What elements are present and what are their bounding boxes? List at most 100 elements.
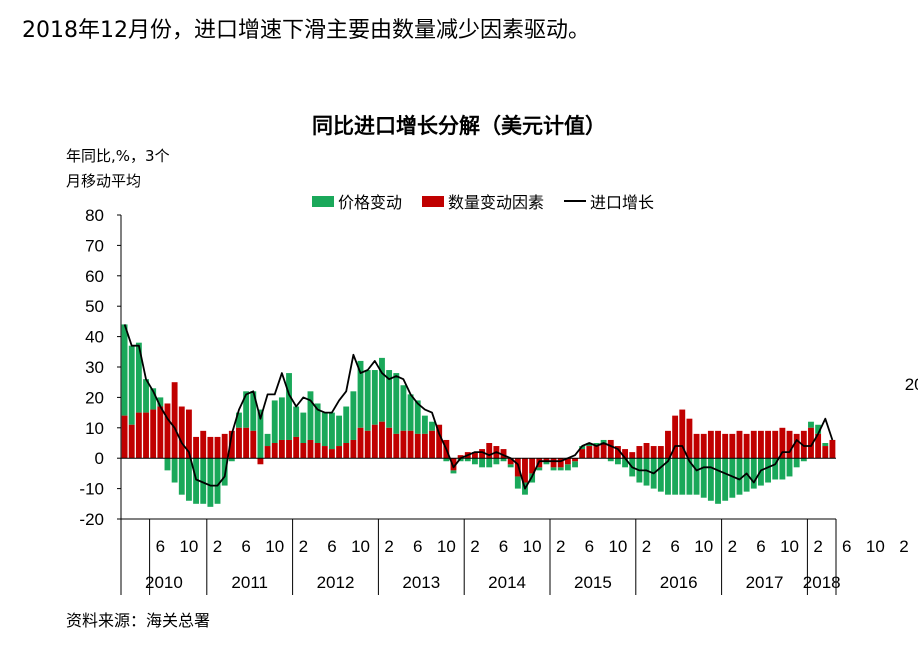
volume-bar (650, 446, 657, 459)
chart-title: 同比进口增长分解（美元计值） (312, 114, 606, 138)
price-bar (443, 458, 450, 462)
price-bar (178, 458, 185, 495)
y-tick-label: -10 (79, 480, 104, 499)
volume-bar (386, 427, 393, 459)
volume-bar (293, 436, 300, 459)
volume-bar (400, 430, 407, 459)
month-tick-label: 2 (556, 537, 565, 556)
price-bar (593, 443, 600, 447)
price-bar (243, 391, 250, 428)
month-tick-label: 6 (585, 537, 594, 556)
price-bar (457, 458, 464, 462)
year-label: 2018 (803, 573, 841, 592)
price-bar (350, 391, 357, 440)
volume-bar (779, 427, 786, 459)
annotation-label: 2018 12 (905, 375, 918, 394)
volume-bar (200, 430, 207, 459)
month-tick-label: 6 (156, 537, 165, 556)
price-bar (336, 415, 343, 447)
price-bar (164, 458, 171, 471)
y-axis-unit-line2: 月移动平均 (66, 172, 142, 190)
month-tick-label: 6 (670, 537, 679, 556)
price-bar (500, 458, 507, 462)
volume-bar (343, 443, 350, 459)
volume-bar (421, 433, 428, 459)
price-bar (586, 443, 593, 447)
volume-bar (529, 458, 536, 474)
volume-bar (700, 433, 707, 459)
volume-bar (364, 430, 371, 459)
price-bar (157, 397, 164, 407)
volume-bar (607, 439, 614, 459)
legend-item-price: 价格变动 (312, 189, 402, 213)
volume-bar (500, 449, 507, 459)
volume-bar (793, 433, 800, 459)
month-tick-label: 10 (265, 537, 284, 556)
month-tick-label: 2 (470, 537, 479, 556)
volume-bar (486, 443, 493, 459)
legend-item-import-growth: 进口增长 (564, 189, 654, 213)
y-axis-unit: 年同比,%，3个 月移动平均 (66, 144, 170, 194)
price-bar (786, 458, 793, 477)
volume-bar (243, 427, 250, 459)
year-label: 2014 (488, 573, 526, 592)
price-bar (286, 373, 292, 440)
volume-bar (822, 446, 829, 459)
volume-bar (715, 430, 721, 459)
price-bar (715, 458, 721, 504)
month-tick-label: 10 (608, 537, 627, 556)
volume-bar (707, 430, 714, 459)
volume-bar (457, 455, 464, 459)
y-tick-label: 20 (85, 388, 104, 407)
headline: 2018年12月份，进口增速下滑主要由数量减少因素驱动。 (22, 18, 590, 43)
volume-bar (357, 427, 364, 459)
volume-bars (121, 382, 836, 483)
legend-swatch-price (312, 195, 334, 207)
volume-bar (629, 452, 636, 459)
volume-bar (614, 446, 621, 459)
legend-label-import-growth: 进口增长 (590, 193, 655, 212)
volume-bar (750, 430, 757, 459)
volume-bar (622, 449, 629, 459)
volume-bar (429, 430, 435, 459)
source-note: 资料来源：海关总署 (66, 611, 211, 630)
volume-bar (507, 458, 514, 465)
price-bar (622, 458, 629, 468)
legend-swatch-import-growth (564, 200, 587, 202)
price-bar (264, 433, 271, 447)
year-label: 2011 (231, 573, 268, 592)
volume-bar (693, 433, 700, 459)
volume-bar (300, 443, 307, 459)
price-bar (743, 458, 750, 492)
volume-bar (522, 458, 528, 483)
price-bar (300, 412, 307, 443)
volume-bar (657, 446, 664, 459)
volume-bar (286, 439, 292, 459)
price-bar (307, 391, 314, 440)
year-label: 2016 (660, 573, 698, 592)
annotation-group: 2018 12 (905, 375, 918, 394)
month-tick-label: 6 (241, 537, 250, 556)
volume-bar (765, 430, 772, 459)
volume-bar (150, 409, 157, 459)
price-bar (657, 458, 664, 492)
month-tick-label: 6 (327, 537, 336, 556)
volume-bar (786, 430, 793, 459)
price-bar (493, 458, 500, 465)
month-tick-label: 2 (642, 537, 651, 556)
price-bar (707, 458, 714, 501)
volume-bar (572, 458, 578, 462)
y-tick-label: -20 (79, 510, 104, 529)
price-bar (793, 458, 800, 468)
volume-bar (815, 433, 822, 459)
month-tick-label: 10 (351, 537, 370, 556)
y-tick-label: 30 (85, 358, 104, 377)
volume-bar (307, 439, 314, 459)
month-tick-label: 6 (842, 537, 851, 556)
volume-bar (450, 458, 457, 471)
month-tick-label: 10 (866, 537, 885, 556)
price-bar (214, 458, 221, 504)
price-bars (121, 324, 836, 507)
